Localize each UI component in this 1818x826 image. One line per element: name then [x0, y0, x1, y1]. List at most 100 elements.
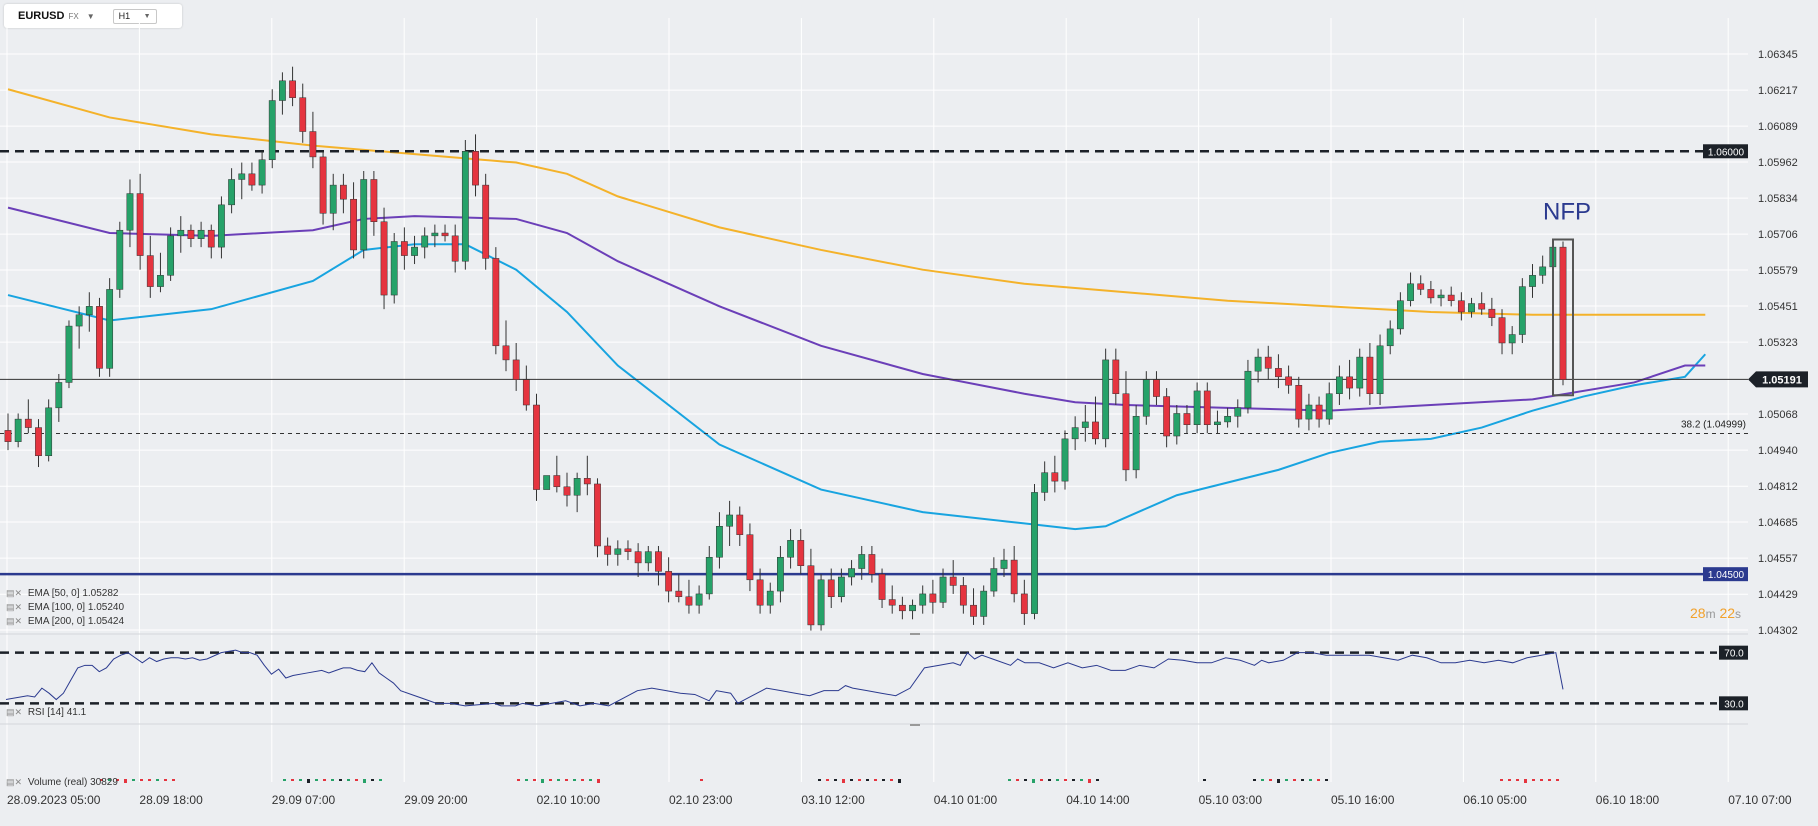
rsi-level-tag-text: 30.0: [1724, 699, 1744, 710]
candle: [441, 224, 449, 242]
volume-bar: [291, 779, 294, 781]
price-tick-label: 1.05962: [1758, 157, 1798, 169]
rsi-line: [5, 649, 1564, 707]
ema100-line: [7, 206, 1706, 412]
candle: [1336, 365, 1343, 406]
candle-body: [1366, 356, 1374, 394]
settings-icon[interactable]: ▤✕: [6, 602, 23, 612]
ema-legend-200[interactable]: ▤✕ EMA [200, 0] 1.05424: [6, 616, 124, 627]
candle: [1396, 292, 1404, 335]
candle: [1102, 348, 1110, 448]
rsi-legend-label: RSI [14]: [27, 707, 64, 718]
candle: [1234, 399, 1242, 428]
candle-body: [990, 568, 998, 592]
ema-legend-100[interactable]: ▤✕ EMA [100, 0] 1.05240: [6, 602, 124, 613]
volume-bar: [1064, 779, 1067, 781]
candle: [136, 173, 144, 270]
candle: [339, 173, 347, 214]
candle: [187, 224, 195, 248]
candle: [939, 568, 947, 609]
candle: [1437, 289, 1445, 307]
candle: [878, 568, 886, 609]
candle: [380, 207, 388, 310]
candle-body: [4, 430, 12, 442]
candle-body: [705, 557, 713, 595]
volume-bar: [1016, 779, 1019, 781]
candle-body: [837, 576, 845, 597]
settings-icon[interactable]: ▤✕: [6, 588, 23, 598]
candle: [218, 196, 225, 259]
candle-body: [543, 475, 551, 490]
candle-body: [878, 573, 886, 600]
candle: [909, 599, 916, 620]
candle: [319, 151, 327, 225]
volume-bar: [363, 779, 366, 783]
candle: [24, 399, 32, 434]
candle: [1041, 461, 1049, 501]
candle: [949, 560, 957, 594]
settings-icon[interactable]: ▤✕: [6, 777, 23, 787]
settings-icon[interactable]: ▤✕: [6, 707, 23, 717]
candle-body: [1254, 356, 1262, 372]
rsi-legend[interactable]: ▤✕ RSI [14] 41.1: [6, 707, 86, 718]
candle: [1315, 396, 1323, 428]
candle-body: [65, 325, 73, 383]
symbol-selector[interactable]: EURUSD: [18, 10, 65, 22]
volume-bar: [1253, 779, 1256, 781]
ema-legend-label: EMA [50, 0]: [27, 588, 80, 599]
candle-body: [756, 579, 764, 606]
candle-body: [716, 525, 723, 558]
volume-legend[interactable]: ▤✕ Volume (real) 30829: [6, 777, 118, 788]
chevron-down-icon[interactable]: ▼: [86, 11, 95, 21]
candle-body: [1244, 370, 1252, 409]
candle-body: [1508, 334, 1516, 344]
volume-bar: [818, 779, 821, 781]
time-tick-label: 29.09 20:00: [404, 793, 468, 807]
candle-body: [411, 246, 418, 256]
candle: [990, 557, 998, 597]
candle-body: [1275, 368, 1282, 378]
candle-body: [472, 151, 479, 186]
candle: [512, 342, 520, 391]
candle-body: [594, 483, 601, 547]
candle-body: [1193, 390, 1201, 425]
ema-legend-label: EMA [200, 0]: [27, 616, 86, 627]
candle: [1163, 388, 1171, 448]
price-tick-label: 1.04429: [1758, 589, 1798, 601]
time-tick-label: 04.10 14:00: [1066, 793, 1130, 807]
candle: [492, 247, 500, 355]
candle-body: [868, 554, 876, 575]
settings-icon[interactable]: ▤✕: [6, 616, 23, 626]
candle: [898, 596, 906, 620]
candle-body: [14, 418, 22, 442]
timeframe-select[interactable]: H1 ▼: [112, 8, 157, 24]
candle-body: [1132, 416, 1140, 471]
volume-bar: [283, 779, 286, 781]
candle-body: [258, 159, 266, 186]
candle: [980, 585, 988, 625]
candle-body: [817, 579, 825, 626]
candle-body: [350, 198, 357, 251]
candle-body: [370, 179, 378, 223]
price-tick-label: 1.04940: [1758, 445, 1798, 457]
candle: [1153, 371, 1160, 406]
candle: [309, 111, 317, 169]
candle: [1193, 382, 1201, 434]
candle: [1478, 292, 1486, 315]
ema-legend-value: 1.05424: [87, 616, 125, 627]
candle: [228, 168, 235, 214]
candle: [1071, 416, 1079, 451]
candle: [1468, 297, 1475, 318]
candle: [1346, 359, 1353, 400]
rsi-level-tag-bg: [1719, 645, 1749, 660]
candle-body: [736, 514, 744, 535]
candle: [96, 297, 103, 377]
volume-bar: [826, 779, 829, 781]
candle: [1508, 326, 1516, 355]
candle: [431, 224, 439, 248]
ema-legend-50[interactable]: ▤✕ EMA [50, 0] 1.05282: [6, 588, 118, 599]
candle: [167, 227, 175, 281]
rsi-level-tag-bg: [1719, 696, 1749, 711]
candle-body: [665, 571, 673, 592]
